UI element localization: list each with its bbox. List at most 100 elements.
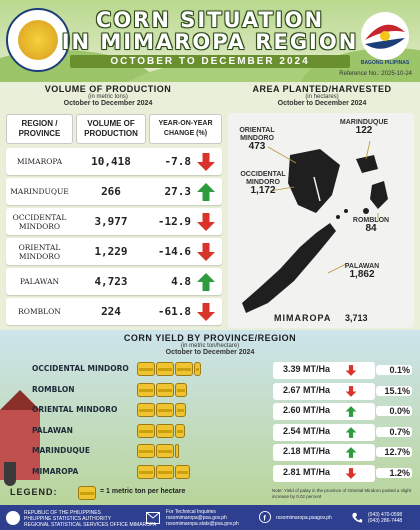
corn-cob-icon [156, 444, 174, 458]
yield-value: 2.54 MT/Ha [283, 425, 331, 436]
area-period: October to December 2024 [277, 100, 367, 107]
phone-2[interactable]: (043) 286-7448 [368, 518, 403, 524]
footer-agency: REPUBLIC OF THE PHILIPPINES PHILIPPINE S… [24, 510, 156, 528]
map-label-value: 84 [365, 223, 377, 234]
bagong-pilipinas-logo [361, 12, 409, 60]
header-change: YEAR-ON-YEAR CHANGE (%) [149, 114, 222, 144]
footer-agency-line1: REPUBLIC OF THE PHILIPPINES [24, 510, 101, 516]
arrow-down-icon [345, 467, 357, 480]
corn-cob-icon [137, 362, 155, 376]
yield-row: PALAWAN 2.54 MT/Ha 0.7% [0, 423, 420, 444]
yield-value-box: 2.18 MT/Ha [273, 444, 375, 461]
map-label-name: MARINDUQUE [339, 119, 389, 126]
province-cell: PALAWAN [19, 277, 60, 286]
yield-province: OCCIDENTAL MINDORO [32, 364, 129, 373]
region-map-total: 3,713 [345, 313, 368, 323]
volume-section-title: VOLUME OF PRODUCTION (in metric tons) Oc… [8, 84, 208, 107]
arrow-down-icon [196, 242, 216, 262]
change-cell: 4.8 [171, 275, 191, 288]
yield-province: ORIENTAL MINDORO [32, 405, 118, 414]
phone-1[interactable]: (043) 470-0598 [368, 512, 403, 518]
corn-cob-icon [156, 423, 174, 438]
volume-cell: 1,229 [94, 245, 128, 258]
volume-cell: 3,977 [94, 215, 128, 228]
yield-value-box: 2.81 MT/Ha [273, 464, 375, 482]
table-row: MARINDUQUE 266 27.3 [6, 178, 222, 207]
row-background [6, 148, 222, 175]
arrow-up-icon [345, 446, 357, 459]
email-icon [146, 512, 160, 524]
arrow-up-icon [345, 405, 357, 418]
footer-phones: (043) 470-0598 (043) 286-7448 [368, 512, 402, 524]
email-link-2[interactable]: rssomimaropa.stats@psa.gov.ph [166, 521, 239, 527]
social-link[interactable]: rssomimaropa.psagov.ph [276, 515, 332, 521]
yield-note: Note: Yield of palay in the province of … [272, 488, 412, 499]
corn-cob-icon [156, 464, 174, 479]
yield-row: OCCIDENTAL MINDORO 3.39 MT/Ha 0.1% [0, 362, 420, 382]
volume-title: VOLUME OF PRODUCTION [44, 84, 172, 94]
yield-change: 12.7% [376, 447, 412, 457]
psa-seal-icon [6, 8, 70, 72]
row-background [6, 268, 222, 295]
arrow-down-icon [196, 302, 216, 322]
map-label: ROMBLON 84 [346, 217, 396, 234]
period-banner: OCTOBER TO DECEMBER 2024 [70, 55, 350, 68]
svg-text:f: f [263, 513, 266, 522]
volume-unit: (in metric tons) [88, 94, 128, 100]
yield-value: 2.60 MT/Ha [283, 405, 331, 415]
map-label: MARINDUQUE 122 [332, 119, 396, 136]
table-row: PALAWAN 4,723 4.8 [6, 268, 222, 297]
yield-province: MIMAROPA [32, 466, 79, 476]
yield-province: MARINDUQUE [32, 446, 91, 455]
yield-value-box: 2.67 MT/Ha [273, 382, 375, 400]
corn-cob-icon [137, 382, 155, 397]
map-label-name: OCCIDENTAL MINDORO [240, 171, 286, 186]
change-cell: -7.8 [164, 155, 192, 168]
table-row: MIMAROPA 10,418 -7.8 [6, 148, 222, 177]
yield-row: ORIENTAL MINDORO 2.60 MT/Ha 0.0% [0, 403, 420, 423]
change-cell: -12.9 [157, 215, 191, 228]
row-background [6, 298, 222, 325]
map-label-name: PALAWAN [344, 263, 380, 270]
yield-value: 2.67 MT/Ha [283, 384, 331, 395]
header-province: REGION / PROVINCE [6, 114, 73, 144]
corn-cob-icon [78, 486, 96, 500]
table-row: ORIENTAL MINDORO 1,229 -14.6 [6, 238, 222, 267]
corn-cob-partial-icon [175, 444, 179, 458]
arrow-up-icon [345, 426, 357, 439]
email-link-1[interactable]: rssomimaropa@psa.gov.ph [166, 515, 227, 521]
region-map-name: MIMAROPA [274, 313, 332, 323]
bagong-pilipinas-text: BAGONG PILIPINAS [360, 60, 410, 66]
arrow-down-icon [345, 364, 357, 377]
yield-change: 0.0% [376, 406, 412, 416]
row-background [6, 238, 222, 265]
yield-change: 1.2% [376, 467, 412, 478]
inquiries-title: For Technical Inquiries [166, 509, 216, 515]
map-label: ORIENTAL MINDORO 473 [232, 127, 282, 152]
province-cell: OCCIDENTAL MINDORO [12, 212, 67, 231]
yield-value-box: 2.60 MT/Ha [273, 403, 375, 420]
map-label-value: 1,172 [250, 185, 276, 196]
area-title: AREA PLANTED/HARVESTED [252, 84, 392, 94]
map-label: OCCIDENTAL MINDORO 1,172 [232, 171, 294, 196]
table-row: ROMBLON 224 -61.8 [6, 298, 222, 327]
area-section-title: AREA PLANTED/HARVESTED (in hectares) Oct… [226, 84, 418, 107]
map-label-name: ROMBLON [352, 217, 390, 224]
corn-cob-icon [156, 382, 174, 397]
corn-cob-partial-icon [194, 362, 201, 376]
yield-row: MARINDUQUE 2.18 MT/Ha 12.7% [0, 444, 420, 464]
corn-cob-icon [137, 444, 155, 458]
map-label: PALAWAN 1,862 [332, 263, 392, 280]
corn-cob-partial-icon [175, 423, 185, 438]
reference-number: Reference No.: 2025-10-24 [339, 71, 412, 77]
volume-cell: 266 [101, 185, 121, 198]
yield-value: 2.81 MT/Ha [283, 466, 331, 477]
yield-section-title: CORN YIELD BY PROVINCE/REGION (in metric… [0, 333, 420, 356]
legend-label: LEGEND: [10, 487, 58, 497]
yield-province: ROMBLON [32, 384, 75, 394]
legend-text: = 1 metric ton per hectare [100, 488, 186, 495]
yield-legend: LEGEND: = 1 metric ton per hectare [6, 486, 266, 500]
yield-row: MIMAROPA 2.81 MT/Ha 1.2% [0, 464, 420, 485]
yield-province: PALAWAN [32, 425, 73, 435]
province-cell: MARINDUQUE [10, 187, 69, 196]
